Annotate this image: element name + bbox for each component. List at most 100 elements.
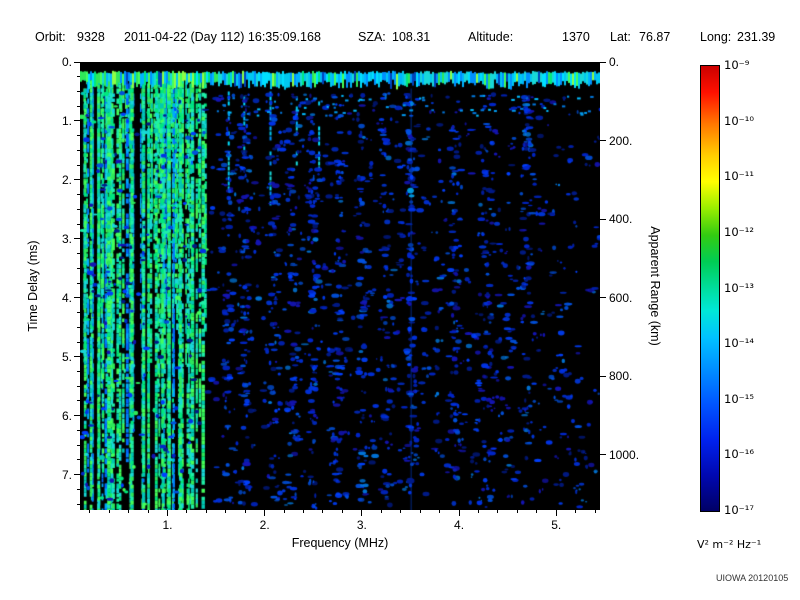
- x-minor-tick-mark: [186, 510, 188, 513]
- altitude-label: Altitude:: [468, 30, 514, 44]
- y2-tick-mark: [600, 61, 606, 63]
- y-minor-tick-mark: [77, 149, 80, 151]
- y-minor-tick-mark: [77, 76, 80, 78]
- y-tick-label: 0.: [61, 55, 72, 69]
- x-tick-mark: [264, 510, 266, 516]
- colorbar-units-label: V² m⁻² Hz⁻¹: [697, 538, 762, 551]
- x-tick-label: 2.: [259, 518, 270, 532]
- y-minor-tick-mark: [77, 400, 80, 402]
- y-tick-mark: [74, 238, 80, 240]
- x-minor-tick-mark: [128, 510, 130, 513]
- y-minor-tick-mark: [77, 326, 80, 328]
- colorbar-tick-label: 10⁻¹¹: [724, 169, 754, 184]
- y2-tick-label: 1000.: [609, 447, 640, 462]
- x-minor-tick-mark: [536, 510, 538, 513]
- y-minor-tick-mark: [77, 429, 80, 431]
- colorbar-tick-label: 10⁻¹²: [724, 224, 754, 239]
- x-minor-tick-mark: [594, 510, 596, 513]
- orbit-value: 9328: [77, 30, 105, 44]
- colorbar-tick-label: 10⁻⁹: [724, 58, 750, 72]
- y-tick-label: 6.: [61, 408, 72, 423]
- y-tick-mark: [74, 297, 80, 299]
- y-axis-title-left: Time Delay (ms): [26, 240, 40, 332]
- y-tick-label: 3.: [61, 231, 72, 246]
- colorbar-tick-label: 10⁻¹⁶: [724, 447, 754, 462]
- x-minor-tick-mark: [108, 510, 110, 513]
- y2-tick-mark: [600, 375, 606, 377]
- y-minor-tick-mark: [77, 444, 80, 446]
- orbit-label: Orbit:: [35, 30, 66, 44]
- y-tick-mark: [74, 474, 80, 476]
- x-minor-tick-mark: [225, 510, 227, 513]
- x-tick-mark: [555, 510, 557, 516]
- x-minor-tick-mark: [283, 510, 285, 513]
- y-tick-label: 7.: [61, 467, 72, 482]
- y2-tick-label: 400.: [609, 212, 633, 227]
- y2-tick-label: 800.: [609, 369, 633, 384]
- y-minor-tick-mark: [77, 135, 80, 137]
- y-tick-mark: [74, 415, 80, 417]
- x-minor-tick-mark: [497, 510, 499, 513]
- x-minor-tick-mark: [322, 510, 324, 513]
- x-tick-mark: [361, 510, 363, 516]
- long-value: 231.39: [737, 30, 776, 44]
- sza-label: SZA:: [358, 30, 386, 44]
- lat-value: 76.87: [639, 30, 671, 44]
- y2-tick-mark: [600, 218, 606, 220]
- y-minor-tick-mark: [77, 223, 80, 225]
- y-minor-tick-mark: [77, 90, 80, 92]
- colorbar: [700, 65, 720, 512]
- spectrogram-canvas: [80, 62, 600, 510]
- y-tick-mark: [74, 120, 80, 122]
- y-tick-mark: [74, 179, 80, 181]
- y-minor-tick-mark: [77, 208, 80, 210]
- x-minor-tick-mark: [478, 510, 479, 513]
- y-minor-tick-mark: [77, 341, 80, 343]
- y2-tick-label: 0.: [609, 55, 620, 69]
- y-minor-tick-mark: [77, 370, 80, 372]
- colorbar-tick-label: 10⁻¹⁰: [724, 113, 754, 128]
- y2-tick-mark: [600, 454, 606, 456]
- x-minor-tick-mark: [205, 510, 207, 513]
- y2-tick-mark: [600, 297, 606, 299]
- colorbar-tick-label: 10⁻¹⁷: [724, 503, 754, 517]
- y-minor-tick-mark: [77, 385, 80, 387]
- x-tick-label: 1.: [162, 518, 173, 532]
- x-minor-tick-mark: [575, 510, 577, 513]
- y-minor-tick-mark: [77, 488, 80, 490]
- long-label: Long:: [700, 30, 732, 44]
- y2-tick-label: 200.: [609, 133, 633, 148]
- y-minor-tick-mark: [77, 105, 80, 107]
- y-minor-tick-mark: [77, 312, 80, 314]
- x-tick-label: 3.: [356, 518, 367, 532]
- x-minor-tick-mark: [516, 510, 518, 513]
- x-minor-tick-mark: [244, 510, 246, 513]
- watermark: UIOWA 20120105: [716, 573, 789, 583]
- y-axis-title-right: Apparent Range (km): [648, 226, 662, 346]
- colorbar-tick-label: 10⁻¹³: [724, 280, 754, 295]
- x-minor-tick-mark: [400, 510, 402, 513]
- x-minor-tick-mark: [147, 510, 149, 513]
- x-tick-mark: [458, 510, 460, 516]
- sza-value: 108.31: [392, 30, 431, 44]
- y-minor-tick-mark: [77, 164, 80, 166]
- y-minor-tick-mark: [77, 267, 80, 269]
- y-minor-tick-mark: [77, 253, 80, 255]
- y-minor-tick-mark: [77, 503, 80, 505]
- x-minor-tick-mark: [380, 510, 382, 513]
- y-tick-label: 5.: [61, 349, 72, 364]
- y-tick-label: 1.: [61, 113, 72, 128]
- y-tick-label: 2.: [61, 172, 72, 187]
- x-tick-mark: [166, 510, 168, 516]
- x-minor-tick-mark: [303, 510, 305, 513]
- x-minor-tick-mark: [341, 510, 343, 513]
- x-tick-label: 4.: [454, 518, 465, 532]
- y-minor-tick-mark: [77, 282, 80, 284]
- x-minor-tick-mark: [419, 510, 421, 513]
- y-tick-mark: [74, 61, 80, 63]
- colorbar-tick-label: 10⁻¹⁵: [724, 391, 754, 406]
- y-minor-tick-mark: [77, 194, 80, 196]
- colorbar-tick-label: 10⁻¹⁴: [724, 336, 754, 351]
- x-minor-tick-mark: [89, 510, 91, 513]
- x-minor-tick-mark: [439, 510, 441, 513]
